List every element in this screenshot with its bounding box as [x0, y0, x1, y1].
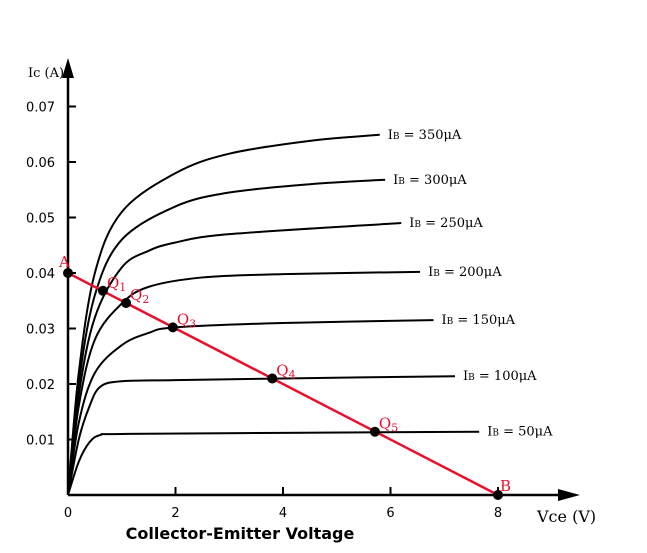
operating-point-marker	[267, 373, 278, 384]
operating-point-label: Q3	[177, 310, 196, 330]
x-tick-label: 0	[64, 506, 72, 521]
ib-curve	[67, 133, 380, 496]
load-line-point-b-marker	[493, 490, 503, 500]
ib-curve	[67, 270, 421, 496]
y-tick-label: 0.06	[26, 156, 55, 171]
load-line-group: A B Q1 Q2 Q3 Q4 Q5	[58, 253, 511, 500]
ib-curve-label: IB = 300μA	[393, 173, 467, 188]
y-tick-label: 0.01	[26, 434, 55, 449]
ib-curves: IB = 350μA IB = 300μA IB = 250μA IB = 200μA…	[67, 128, 553, 496]
x-axis-title: Collector-Emitter Voltage	[126, 524, 355, 543]
x-tick-label: 2	[171, 506, 179, 521]
load-line	[67, 271, 499, 497]
y-tick-label: 0.04	[26, 267, 55, 282]
ib-curve	[67, 222, 402, 496]
operating-point-label: Q4	[276, 361, 295, 381]
ib-curve	[67, 430, 480, 496]
y-tick-label: 0.07	[26, 101, 55, 116]
ib-curve	[67, 375, 456, 496]
y-tick-label: 0.02	[26, 378, 55, 393]
y-tick-label: 0.05	[26, 212, 55, 227]
ib-curve-label: IB = 50μA	[487, 425, 553, 440]
ib-curve-label: IB = 100μA	[463, 369, 537, 384]
ib-curve-label: IB = 200μA	[428, 265, 502, 280]
ticks: 0.01 0.02 0.03 0.04 0.05 0.06 0.07 0 2 4 6 8	[26, 101, 502, 522]
operating-point-marker	[121, 297, 132, 308]
operating-point-marker	[167, 322, 178, 333]
y-axis-arrow	[62, 58, 74, 78]
load-line-point-a-marker	[63, 268, 73, 278]
ib-curve	[67, 319, 434, 496]
x-axis-arrow	[558, 489, 580, 501]
operating-point-marker	[97, 285, 108, 296]
operating-point-label: Q2	[130, 286, 149, 306]
x-tick-label: 8	[494, 506, 502, 521]
x-tick-label: 6	[386, 506, 394, 521]
operating-point-label: Q5	[379, 415, 398, 435]
load-line-point-b-label: B	[500, 477, 511, 495]
operating-point-marker	[369, 426, 380, 437]
x-axis-unit-label: Vce (V)	[536, 507, 596, 526]
axes	[62, 58, 580, 501]
x-tick-label: 4	[279, 506, 287, 521]
ib-curve-label: IB = 150μA	[442, 313, 516, 328]
ib-curve	[67, 178, 386, 496]
y-tick-label: 0.03	[26, 323, 55, 338]
y-axis-unit-label: Ic (A)	[28, 66, 64, 81]
ib-curve-label: IB = 250μA	[409, 216, 483, 231]
load-line-point-a-label: A	[58, 253, 70, 271]
ib-curve-label: IB = 350μA	[388, 128, 462, 143]
operating-point-label: Q1	[107, 274, 126, 294]
